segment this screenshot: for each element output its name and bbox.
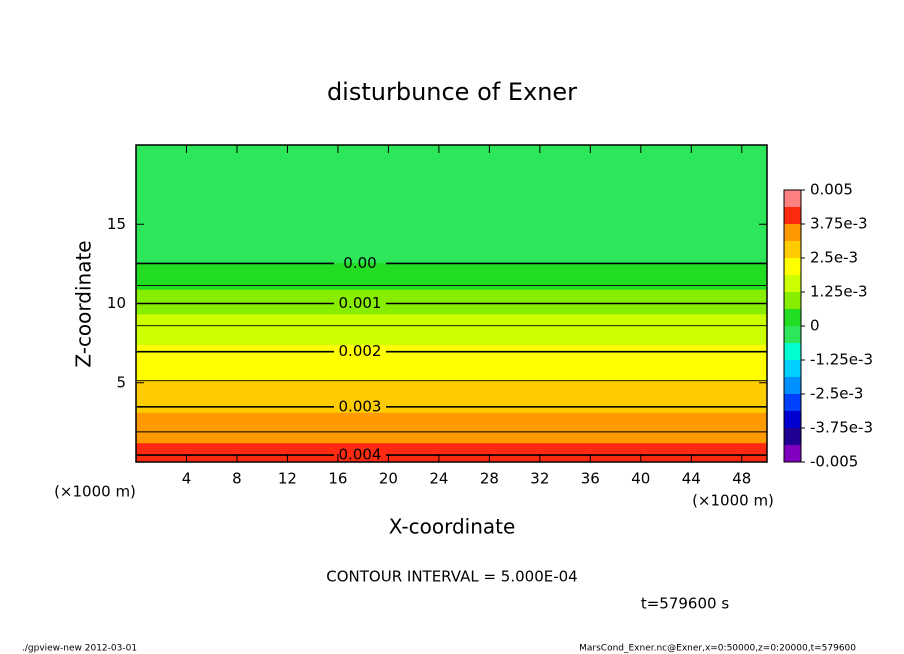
x-tick-label: 36 bbox=[581, 470, 600, 488]
colorbar-label: -0.005 bbox=[810, 453, 858, 471]
x-axis-label: X-coordinate bbox=[389, 515, 516, 539]
x-tick-label: 48 bbox=[732, 470, 751, 488]
colorbar-cell bbox=[784, 377, 801, 394]
colorbar-cell bbox=[784, 326, 801, 343]
colorbar-label: 0 bbox=[810, 317, 820, 335]
colorbar-label: -2.5e-3 bbox=[810, 385, 863, 403]
colorbar-label: 3.75e-3 bbox=[810, 215, 868, 233]
x-tick-label: 32 bbox=[530, 470, 549, 488]
x-tick-label: 8 bbox=[232, 470, 242, 488]
x-tick-label: 16 bbox=[328, 470, 347, 488]
colorbar-cell bbox=[784, 360, 801, 377]
chart-title: disturbunce of Exner bbox=[327, 78, 577, 106]
x-tick-label: 28 bbox=[480, 470, 499, 488]
x-unit: (×1000 m) bbox=[692, 492, 774, 510]
footer-right: MarsCond_Exner.nc@Exner,x=0:50000,z=0:20… bbox=[579, 644, 856, 654]
colorbar-cell bbox=[784, 309, 801, 326]
filled-band bbox=[135, 412, 768, 444]
filled-band bbox=[135, 144, 768, 264]
colorbar-cell bbox=[784, 275, 801, 292]
y-tick-label: 15 bbox=[107, 215, 126, 233]
time-label: t=579600 s bbox=[641, 595, 729, 613]
colorbar-cell bbox=[784, 445, 801, 462]
colorbar-cell bbox=[784, 207, 801, 224]
footer-left: ./gpview-new 2012-03-01 bbox=[22, 644, 137, 654]
x-tick-label: 12 bbox=[278, 470, 297, 488]
x-tick-label: 40 bbox=[631, 470, 650, 488]
colorbar-label: 0.005 bbox=[810, 181, 853, 199]
filled-band bbox=[135, 380, 768, 414]
colorbar-cell bbox=[784, 224, 801, 241]
filled-band bbox=[135, 443, 768, 463]
x-tick-label: 4 bbox=[182, 470, 192, 488]
colorbar-cell bbox=[784, 411, 801, 428]
colorbar-cell bbox=[784, 343, 801, 360]
filled-band bbox=[135, 289, 768, 315]
contour-label: 0.00 bbox=[343, 254, 376, 272]
filled-band bbox=[135, 314, 768, 346]
y-tick-label: 10 bbox=[107, 294, 126, 312]
colorbar-label: 1.25e-3 bbox=[810, 283, 868, 301]
x-tick-label: 24 bbox=[429, 470, 448, 488]
y-tick-label: 5 bbox=[116, 373, 126, 391]
y-axis-label: Z-coordinate bbox=[72, 240, 96, 367]
contour-label: 0.002 bbox=[339, 342, 382, 360]
colorbar-cell bbox=[784, 292, 801, 309]
colorbar-label: -1.25e-3 bbox=[810, 351, 873, 369]
colorbar-cell bbox=[784, 394, 801, 411]
filled-band bbox=[135, 344, 768, 381]
contour-label: 0.004 bbox=[339, 446, 382, 464]
colorbar-label: -3.75e-3 bbox=[810, 419, 873, 437]
contour-label: 0.003 bbox=[339, 397, 382, 415]
colorbar-cell bbox=[784, 241, 801, 258]
filled-band bbox=[135, 263, 768, 291]
colorbar-cell bbox=[784, 428, 801, 445]
colorbar-label: 2.5e-3 bbox=[810, 249, 858, 267]
colorbar-cell bbox=[784, 190, 801, 207]
contour-label: 0.001 bbox=[339, 294, 382, 312]
x-tick-label: 44 bbox=[682, 470, 701, 488]
y-unit: (×1000 m) bbox=[54, 483, 136, 501]
contour-interval: CONTOUR INTERVAL = 5.000E-04 bbox=[326, 568, 577, 586]
x-tick-label: 20 bbox=[379, 470, 398, 488]
colorbar-cell bbox=[784, 258, 801, 275]
